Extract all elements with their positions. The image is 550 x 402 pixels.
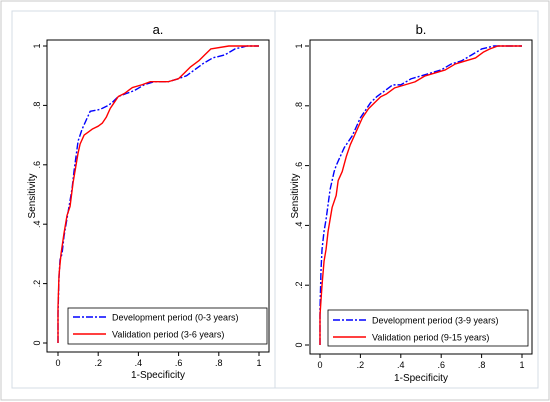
panel-b-ytick-label-4: .8 <box>294 102 304 110</box>
panel-a-ticks: 0 .2 .4 .6 .8 1 0 .2 .4 .6 .8 1 <box>32 43 262 368</box>
panel-a-xtick-label-5: 1 <box>256 358 261 368</box>
panel-a-ytick-label-2: .4 <box>32 220 42 228</box>
panel-b-legend-box <box>327 309 529 347</box>
panel-a-xtick-label-2: .4 <box>135 358 143 368</box>
panel-b-legend-label-2: Validation period (9-15 years) <box>372 333 489 343</box>
panel-b-series-development-line <box>319 45 522 345</box>
panel-b-xtick-label-5: 1 <box>519 360 524 370</box>
panel-a-series-validation-line <box>57 45 259 343</box>
panel-a-xtick-label-0: 0 <box>55 358 60 368</box>
panel-a-title: a. <box>153 22 164 37</box>
panel-a-plot-border <box>46 39 270 353</box>
panel-b: b. Sensitivity 1-Specificity 0.2.4.6.8 10… <box>274 10 539 389</box>
panel-a-ytick-label-3: .6 <box>32 161 42 169</box>
panel-a-xtick-label-1: .2 <box>94 358 102 368</box>
panel-a-ytick-label-0: 0 <box>32 340 42 345</box>
panel-a: a. Sensitivity 1-Specificity 0.2.4.6.8 10… <box>11 10 276 389</box>
panel-b-xtick-label-4: .8 <box>478 360 486 370</box>
panel-b-series-validation-line <box>319 45 522 345</box>
panel-a-ytick-label-4: .8 <box>32 102 42 110</box>
panel-b-lines <box>319 45 522 345</box>
panel-b-ytick-label-3: .6 <box>294 162 304 170</box>
panel-a-legend-box <box>67 307 268 345</box>
panel-b-ylabel: Sensitivity <box>290 173 301 218</box>
panel-a-legend-label-1: Development period (0-3 years) <box>112 313 239 323</box>
panel-b-xtick-label-3: .6 <box>437 360 445 370</box>
panel-b-xlabel: 1-Specificity <box>394 373 448 384</box>
panel-b-xtick-label-0: 0 <box>317 360 322 370</box>
panel-a-legend: Development period (0-3 years) Validatio… <box>67 307 268 345</box>
panel-b-xtick-label-2: .4 <box>397 360 405 370</box>
panel-b-ytick-label-2: .4 <box>294 222 304 230</box>
panel-a-ylabel: Sensitivity <box>27 173 38 218</box>
panel-b-ytick-label-1: .2 <box>294 281 304 289</box>
panel-a-legend-label-2: Validation period (3-6 years) <box>112 330 224 340</box>
panel-b-ytick-label-5: 1 <box>294 43 304 48</box>
panel-b-xtick-label-1: .2 <box>357 360 365 370</box>
panel-a-xlabel: 1-Specificity <box>131 370 185 381</box>
panel-b-title: b. <box>416 22 427 37</box>
panel-a-xtick-label-3: .6 <box>175 358 183 368</box>
panel-a-ytick-label-1: .2 <box>32 280 42 288</box>
panel-b-ticks: 0 .2 .4 .6 .8 1 0 .2 .4 .6 .8 1 <box>294 43 525 370</box>
panel-b-ytick-label-0: 0 <box>294 342 304 347</box>
panel-b-legend: Development period (3-9 years) Validatio… <box>327 309 529 347</box>
panel-b-plot-border <box>309 39 533 355</box>
panel-b-legend-label-1: Development period (3-9 years) <box>372 316 499 326</box>
panel-a-xtick-label-4: .8 <box>215 358 223 368</box>
panel-a-ytick-label-5: 1 <box>32 43 42 48</box>
panel-a-lines <box>57 45 259 343</box>
